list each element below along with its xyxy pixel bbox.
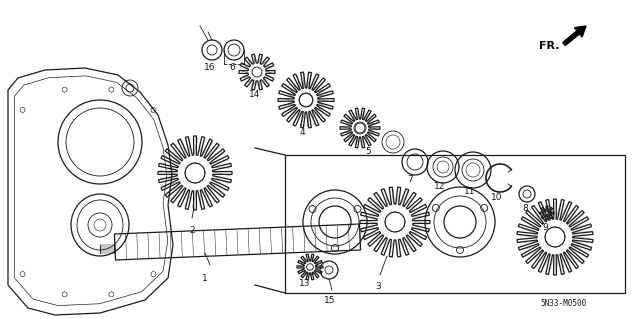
Text: 11: 11 xyxy=(464,187,476,196)
Text: 5N33-M0500: 5N33-M0500 xyxy=(540,299,586,308)
Text: 13: 13 xyxy=(300,279,311,288)
Text: 4: 4 xyxy=(299,128,305,137)
Text: 14: 14 xyxy=(250,90,260,99)
Text: 12: 12 xyxy=(435,182,445,191)
Text: 3: 3 xyxy=(375,282,381,291)
Text: 8: 8 xyxy=(522,204,528,213)
Text: 6: 6 xyxy=(229,63,235,72)
Text: 15: 15 xyxy=(324,296,336,305)
Text: 5: 5 xyxy=(365,147,371,156)
Text: 2: 2 xyxy=(189,226,195,235)
Text: 7: 7 xyxy=(407,175,413,184)
Text: FR.: FR. xyxy=(540,41,560,51)
Text: 9: 9 xyxy=(542,223,548,232)
Text: 1: 1 xyxy=(202,274,208,283)
Text: 10: 10 xyxy=(492,193,503,202)
FancyArrow shape xyxy=(563,26,586,46)
Text: 16: 16 xyxy=(204,63,216,72)
